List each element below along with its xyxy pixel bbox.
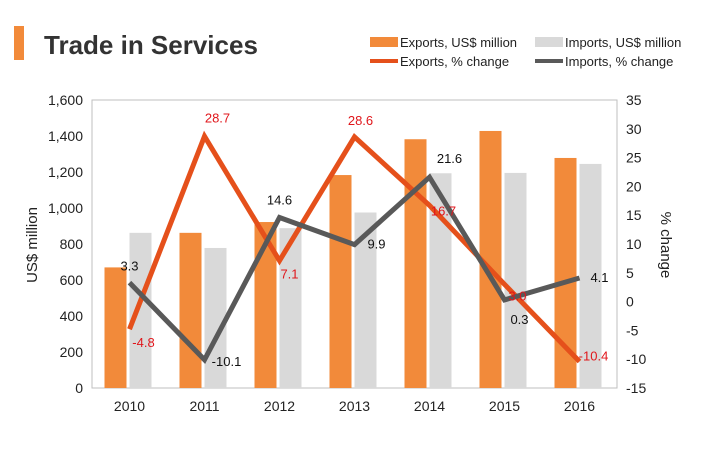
exports-change-label: -4.8 xyxy=(132,335,154,350)
exports-change-label: 16.7 xyxy=(431,203,456,218)
x-tick-label: 2014 xyxy=(414,398,445,414)
imports-bar xyxy=(579,163,602,388)
exports-bar xyxy=(104,267,127,388)
exports-bar xyxy=(404,139,427,388)
exports-change-label: 28.7 xyxy=(205,110,230,125)
y-tick-label: 1,600 xyxy=(48,92,83,108)
legend-label: Exports, US$ million xyxy=(400,35,517,50)
y2-tick-label: 25 xyxy=(626,150,642,166)
exports-bar xyxy=(479,130,502,388)
imports-change-label: 4.1 xyxy=(590,270,608,285)
chart-title: Trade in Services xyxy=(44,30,258,60)
imports-change-label: -10.1 xyxy=(212,354,242,369)
exports-change-label: -10.4 xyxy=(579,349,609,364)
y2-tick-label: 5 xyxy=(626,265,634,281)
x-tick-label: 2011 xyxy=(189,398,219,414)
imports-change-label: 14.6 xyxy=(267,193,292,208)
exports-change-label: 3.0 xyxy=(508,288,526,303)
legend-label: Imports, % change xyxy=(565,54,673,69)
x-tick-label: 2010 xyxy=(114,398,145,414)
exports-change-line xyxy=(127,130,582,364)
y2-tick-label: 10 xyxy=(626,236,642,252)
data-label-group: -4.8 28.7 7.1 28.6 16.7 3.0 -10.4 3.3 -10.1 14.6 9… xyxy=(120,110,608,368)
imports-bar xyxy=(279,228,302,388)
y-tick-label: 400 xyxy=(60,308,84,324)
legend-label: Exports, % change xyxy=(400,54,509,69)
exports-bar xyxy=(179,232,202,388)
imports-change-label: 21.6 xyxy=(437,151,462,166)
y2-tick-label: 35 xyxy=(626,92,642,108)
y2-axis-title: % change xyxy=(657,212,674,279)
imports-bar xyxy=(429,173,452,388)
imports-change-line xyxy=(127,173,581,365)
exports-bar xyxy=(554,157,577,388)
legend-swatch-bar xyxy=(370,37,398,47)
imports-change-label: 0.3 xyxy=(510,312,528,327)
y-tick-label: 200 xyxy=(60,344,84,360)
y-tick-label: 600 xyxy=(60,272,84,288)
exports-bar xyxy=(254,222,277,388)
legend: Exports, US$ million Imports, US$ million… xyxy=(370,35,681,69)
y-tick-label: 1,400 xyxy=(48,128,83,144)
exports-change-label: 7.1 xyxy=(280,267,298,282)
x-tick-label: 2016 xyxy=(564,398,595,414)
y2-tick-label: 20 xyxy=(626,178,642,194)
line-series-group xyxy=(127,130,582,365)
y2-tick-label: 0 xyxy=(626,294,634,310)
x-tick-label: 2012 xyxy=(264,398,295,414)
y2-tick-label: 30 xyxy=(626,121,642,137)
y-tick-label: 0 xyxy=(75,380,83,396)
title-accent-bar xyxy=(14,26,24,60)
imports-change-label: 3.3 xyxy=(120,259,138,274)
imports-change-label: 9.9 xyxy=(367,237,385,252)
y-tick-label: 800 xyxy=(60,236,84,252)
legend-swatch-bar xyxy=(535,37,563,47)
x-tick-label: 2015 xyxy=(489,398,520,414)
y-tick-label: 1,000 xyxy=(48,200,83,216)
bar-series-group xyxy=(104,130,602,388)
y2-tick-label: -10 xyxy=(626,351,646,367)
imports-bar xyxy=(129,232,152,388)
legend-label: Imports, US$ million xyxy=(565,35,681,50)
y-axis-title: US$ million xyxy=(24,207,41,283)
y-tick-label: 1,200 xyxy=(48,164,83,180)
axes-group: 02004006008001,0001,2001,4001,600-15-10-… xyxy=(48,92,646,414)
exports-change-label: 28.6 xyxy=(348,113,373,128)
y2-tick-label: 15 xyxy=(626,207,642,223)
imports-bar xyxy=(504,172,527,388)
x-tick-label: 2013 xyxy=(339,398,370,414)
y2-tick-label: -15 xyxy=(626,380,646,396)
imports-bar xyxy=(354,212,377,388)
y2-tick-label: -5 xyxy=(626,322,639,338)
exports-bar xyxy=(329,175,352,388)
